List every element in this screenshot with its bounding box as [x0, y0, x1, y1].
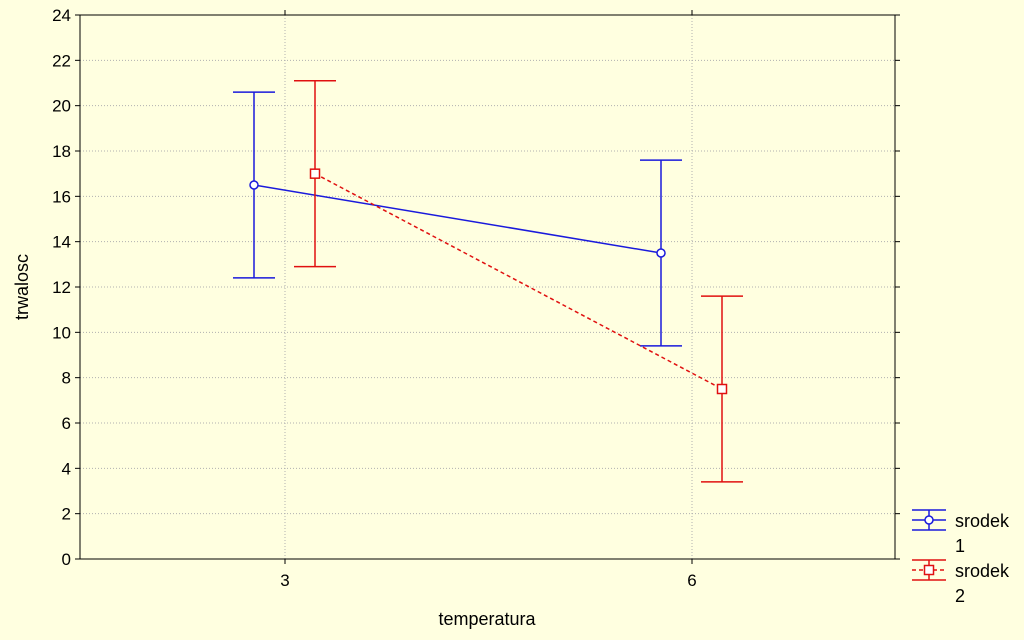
legend: srodek 1 srodek 2 — [912, 509, 1010, 606]
x-tick-label: 6 — [687, 571, 696, 590]
plot-frame — [79, 14, 896, 560]
data-point — [716, 383, 728, 395]
x-axis-title: temperatura — [438, 609, 536, 629]
legend-label-1-line1: srodek — [955, 511, 1010, 531]
y-tick-label: 8 — [62, 369, 71, 388]
legend-label-1-line2: 1 — [955, 536, 965, 556]
y-tick-label: 4 — [62, 459, 71, 478]
y-tick-label: 22 — [52, 51, 71, 70]
y-tick-label: 24 — [52, 6, 71, 25]
y-tick-label: 18 — [52, 142, 71, 161]
legend-entry-1: srodek 1 — [912, 509, 1010, 556]
legend-symbol-1 — [912, 509, 946, 531]
legend-marker — [924, 515, 934, 525]
series-2 — [294, 79, 743, 483]
legend-label-2-line2: 2 — [955, 586, 965, 606]
legend-label-2-line1: srodek — [955, 561, 1010, 581]
y-tick-label: 2 — [62, 505, 71, 524]
y-tick-label: 12 — [52, 278, 71, 297]
y-tick-label: 20 — [52, 97, 71, 116]
y-tick-label: 14 — [52, 233, 71, 252]
data-point — [249, 180, 259, 190]
y-tick-label: 6 — [62, 414, 71, 433]
legend-entry-2: srodek 2 — [912, 559, 1010, 606]
legend-marker — [923, 564, 935, 576]
y-axis-title: trwalosc — [12, 254, 32, 320]
y-tick-label: 16 — [52, 187, 71, 206]
y-tick-label: 10 — [52, 323, 71, 342]
series-layer — [233, 79, 743, 483]
data-point — [656, 248, 666, 258]
series-1 — [233, 91, 682, 347]
grid — [80, 15, 895, 559]
series-1-line — [253, 184, 662, 254]
data-point — [309, 168, 321, 179]
y-tick-label: 0 — [62, 550, 71, 569]
x-tick-label: 3 — [280, 571, 289, 590]
legend-symbol-2 — [912, 559, 946, 581]
